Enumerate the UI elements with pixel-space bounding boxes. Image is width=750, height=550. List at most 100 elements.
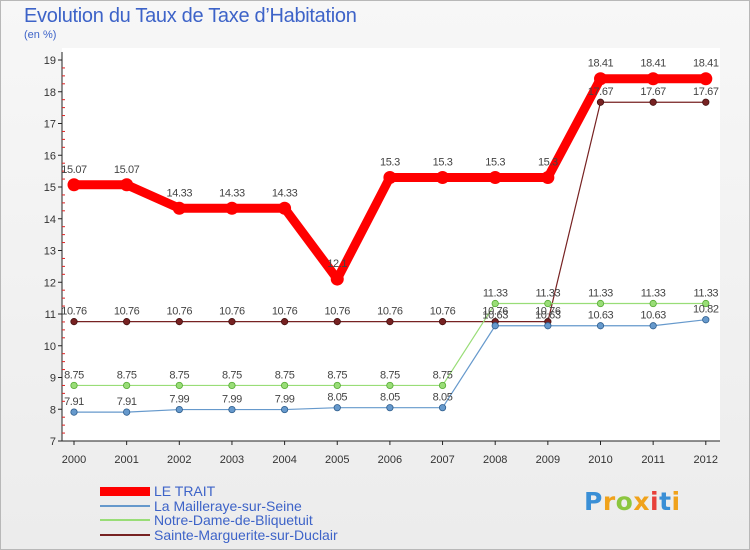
data-point <box>175 318 183 326</box>
logo-letter: P <box>584 487 603 516</box>
logo-letter: o <box>615 487 634 516</box>
data-label: 8.75 <box>275 369 295 381</box>
data-point <box>702 98 710 106</box>
data-point <box>228 381 236 390</box>
x-tick-label: 2011 <box>641 454 665 466</box>
data-label: 7.91 <box>64 396 84 408</box>
data-point <box>120 178 134 192</box>
y-tick-label: 11 <box>45 309 56 321</box>
data-point <box>544 299 552 308</box>
y-tick-label: 19 <box>44 55 56 67</box>
data-point <box>280 381 289 390</box>
data-label: 8.05 <box>433 392 453 404</box>
data-point <box>438 381 447 390</box>
data-label: 8.05 <box>327 392 347 404</box>
y-tick-label: 17 <box>44 119 56 131</box>
data-label: 10.76 <box>535 306 561 318</box>
y-tick-label: 8 <box>50 404 56 416</box>
legend-swatch <box>100 486 150 496</box>
x-tick-label: 2006 <box>378 454 402 466</box>
y-tick-label: 14 <box>44 214 56 226</box>
legend-item: Notre-Dame-de-Bliquetuit <box>100 513 338 528</box>
legend-item: Sainte-Marguerite-sur-Duclair <box>100 528 338 543</box>
data-label: 8.75 <box>433 369 453 381</box>
data-label: 8.05 <box>380 392 400 404</box>
x-tick-label: 2004 <box>272 454 296 466</box>
data-point <box>699 72 713 86</box>
data-point <box>649 322 657 330</box>
data-point <box>488 170 502 184</box>
chart-title: Evolution du Taux de Taxe d’Habitation <box>24 5 357 27</box>
data-label: 10.63 <box>482 310 508 322</box>
chart-unit-label: (en %) <box>24 29 57 41</box>
data-label: 8.75 <box>64 369 84 381</box>
data-label: 11.33 <box>483 288 508 300</box>
data-point <box>491 299 499 308</box>
data-point <box>70 318 78 326</box>
data-point <box>172 201 186 215</box>
data-label: 7.91 <box>117 396 137 408</box>
data-label: 8.75 <box>169 369 189 381</box>
logo-letter: t <box>659 487 672 516</box>
data-point <box>333 381 341 390</box>
x-tick-label: 2000 <box>62 454 86 466</box>
data-point <box>123 381 131 390</box>
data-point <box>225 201 239 215</box>
data-point <box>333 318 341 326</box>
data-point <box>383 170 397 184</box>
data-point <box>649 299 657 308</box>
legend-item: La Mailleraye-sur-Seine <box>100 499 338 514</box>
data-point <box>278 201 292 215</box>
legend-label: LE TRAIT <box>154 483 216 500</box>
data-label: 11.33 <box>535 288 560 300</box>
data-label: 14.33 <box>219 187 245 199</box>
legend-label: La Mailleraye-sur-Seine <box>154 497 302 514</box>
data-label: 15.3 <box>485 156 505 168</box>
data-label: 7.99 <box>169 394 189 406</box>
data-point <box>70 408 78 416</box>
data-label: 10.76 <box>114 306 140 318</box>
data-point <box>280 405 289 414</box>
logo-letter: i <box>671 487 681 516</box>
data-label: 8.75 <box>222 369 242 381</box>
data-point <box>438 318 447 326</box>
data-label: 10.63 <box>588 310 614 322</box>
y-tick-label: 9 <box>50 373 56 385</box>
data-label: 17.67 <box>588 86 614 98</box>
data-label: 10.76 <box>377 306 403 318</box>
data-point <box>596 299 605 308</box>
y-tick-label: 16 <box>44 150 56 162</box>
data-point <box>702 299 710 308</box>
legend-label: Notre-Dame-de-Bliquetuit <box>154 512 313 529</box>
data-label: 10.63 <box>535 310 561 322</box>
data-label: 18.41 <box>693 58 719 70</box>
data-label: 11.33 <box>693 288 718 300</box>
logo-letter: i <box>650 487 660 516</box>
data-point <box>330 272 344 286</box>
data-point <box>280 318 289 326</box>
legend-swatch <box>100 519 150 522</box>
y-tick-label: 10 <box>44 341 56 353</box>
data-label: 17.67 <box>693 86 719 98</box>
data-point <box>386 404 394 412</box>
data-label: 15.07 <box>61 164 87 176</box>
data-label: 12.1 <box>327 258 347 270</box>
x-tick-label: 2012 <box>694 454 718 466</box>
data-label: 10.76 <box>167 306 193 318</box>
data-label: 10.63 <box>640 310 666 322</box>
data-label: 10.76 <box>482 306 508 318</box>
data-label: 10.76 <box>61 306 87 318</box>
data-point <box>123 318 131 326</box>
data-point <box>596 98 605 106</box>
data-point <box>596 322 605 330</box>
data-point <box>544 322 552 330</box>
x-tick-label: 2002 <box>167 454 191 466</box>
y-tick-label: 18 <box>44 87 56 99</box>
logo-letter: r <box>602 487 616 516</box>
chart-legend: LE TRAIT La Mailleraye-sur-Seine Notre-Dam… <box>100 484 338 542</box>
proxiti-logo: Proxiti <box>584 487 681 516</box>
data-point <box>491 322 499 330</box>
data-label: 10.76 <box>324 306 350 318</box>
data-label: 17.67 <box>640 86 666 98</box>
y-tick-label: 15 <box>44 182 56 194</box>
